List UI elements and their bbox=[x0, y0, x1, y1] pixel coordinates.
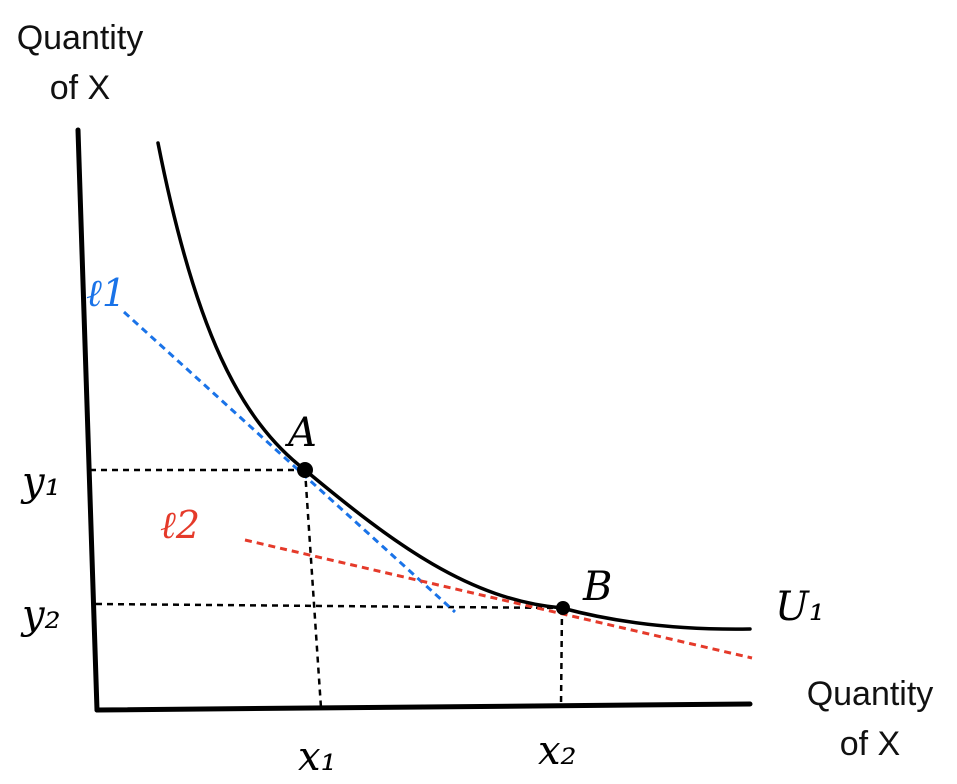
x-tick-x2: x₂ bbox=[538, 728, 577, 774]
indifference-curve-u1 bbox=[156, 141, 752, 631]
tangent-l2-label: ℓ2 bbox=[160, 503, 200, 547]
guide-x2-vertical bbox=[559, 607, 564, 707]
tangent-l2-line bbox=[244, 538, 753, 660]
x-tick-x1: x₁ bbox=[298, 734, 337, 780]
point-a-label: A bbox=[284, 410, 317, 456]
point-b-label: B bbox=[582, 564, 612, 610]
y-axis-line bbox=[75, 127, 100, 713]
x-axis-title-line1: Quantity bbox=[807, 675, 934, 713]
curve-u1-label: U₁ bbox=[775, 584, 825, 630]
y-axis-title-line1: Quantity bbox=[17, 19, 144, 57]
guide-y2-horizontal bbox=[95, 602, 563, 610]
y-axis-title-line2: of X bbox=[50, 69, 110, 107]
point-b-marker bbox=[556, 601, 570, 615]
tangent-l1-label: ℓ1 bbox=[86, 271, 126, 315]
point-a-marker bbox=[297, 462, 313, 478]
x-axis-line bbox=[94, 701, 753, 713]
guide-x1-vertical bbox=[303, 469, 323, 709]
y-tick-y2: y₂ bbox=[20, 592, 61, 638]
y-tick-y1: y₁ bbox=[20, 459, 61, 505]
x-axis-title-line2: of X bbox=[840, 725, 900, 763]
tangent-l1-line bbox=[122, 310, 457, 614]
